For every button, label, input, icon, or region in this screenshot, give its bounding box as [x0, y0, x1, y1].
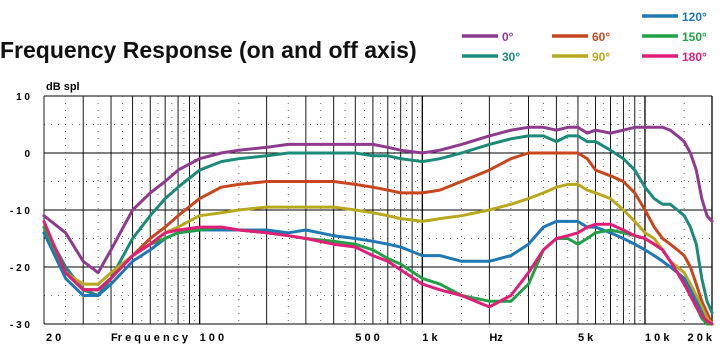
y-tick-label-2: - 1 0: [10, 206, 30, 217]
series-line-0: [42, 125, 714, 275]
legend-label-1: 30°: [502, 50, 520, 64]
x-tick-label-6: 5 k: [578, 332, 594, 344]
legend-label-5: 150°: [682, 30, 707, 44]
x-tick-label-1: Fr e q u e n c y: [111, 332, 189, 344]
y-tick-label-3: - 2 0: [10, 263, 30, 274]
legend-label-2: 60°: [592, 30, 610, 44]
y-tick-label-1: 0: [24, 149, 30, 160]
x-tick-label-0: 2 0: [46, 332, 61, 344]
legend-label-0: 0°: [502, 30, 514, 44]
series-line-6: [42, 219, 714, 326]
series-line-1: [42, 134, 714, 315]
y-tick-label-0: 1 0: [16, 92, 30, 103]
y-tick-label-4: - 3 0: [10, 320, 30, 331]
series-line-2: [42, 151, 714, 326]
legend-label-4: 120°: [682, 10, 707, 24]
x-tick-label-2: 1 0 0: [200, 332, 224, 344]
x-tick-label-5: Hz: [489, 332, 503, 344]
x-tick-label-8: 2 0 k: [688, 332, 713, 344]
legend-label-6: 180°: [682, 50, 707, 64]
chart-title: Frequency Response (on and off axis): [0, 37, 417, 63]
legend-label-3: 90°: [592, 50, 610, 64]
y-axis-label: dB spl: [46, 81, 80, 93]
x-tick-label-3: 5 0 0: [355, 332, 379, 344]
x-tick-label-4: 1 k: [422, 332, 438, 344]
x-tick-label-7: 1 0 k: [645, 332, 670, 344]
